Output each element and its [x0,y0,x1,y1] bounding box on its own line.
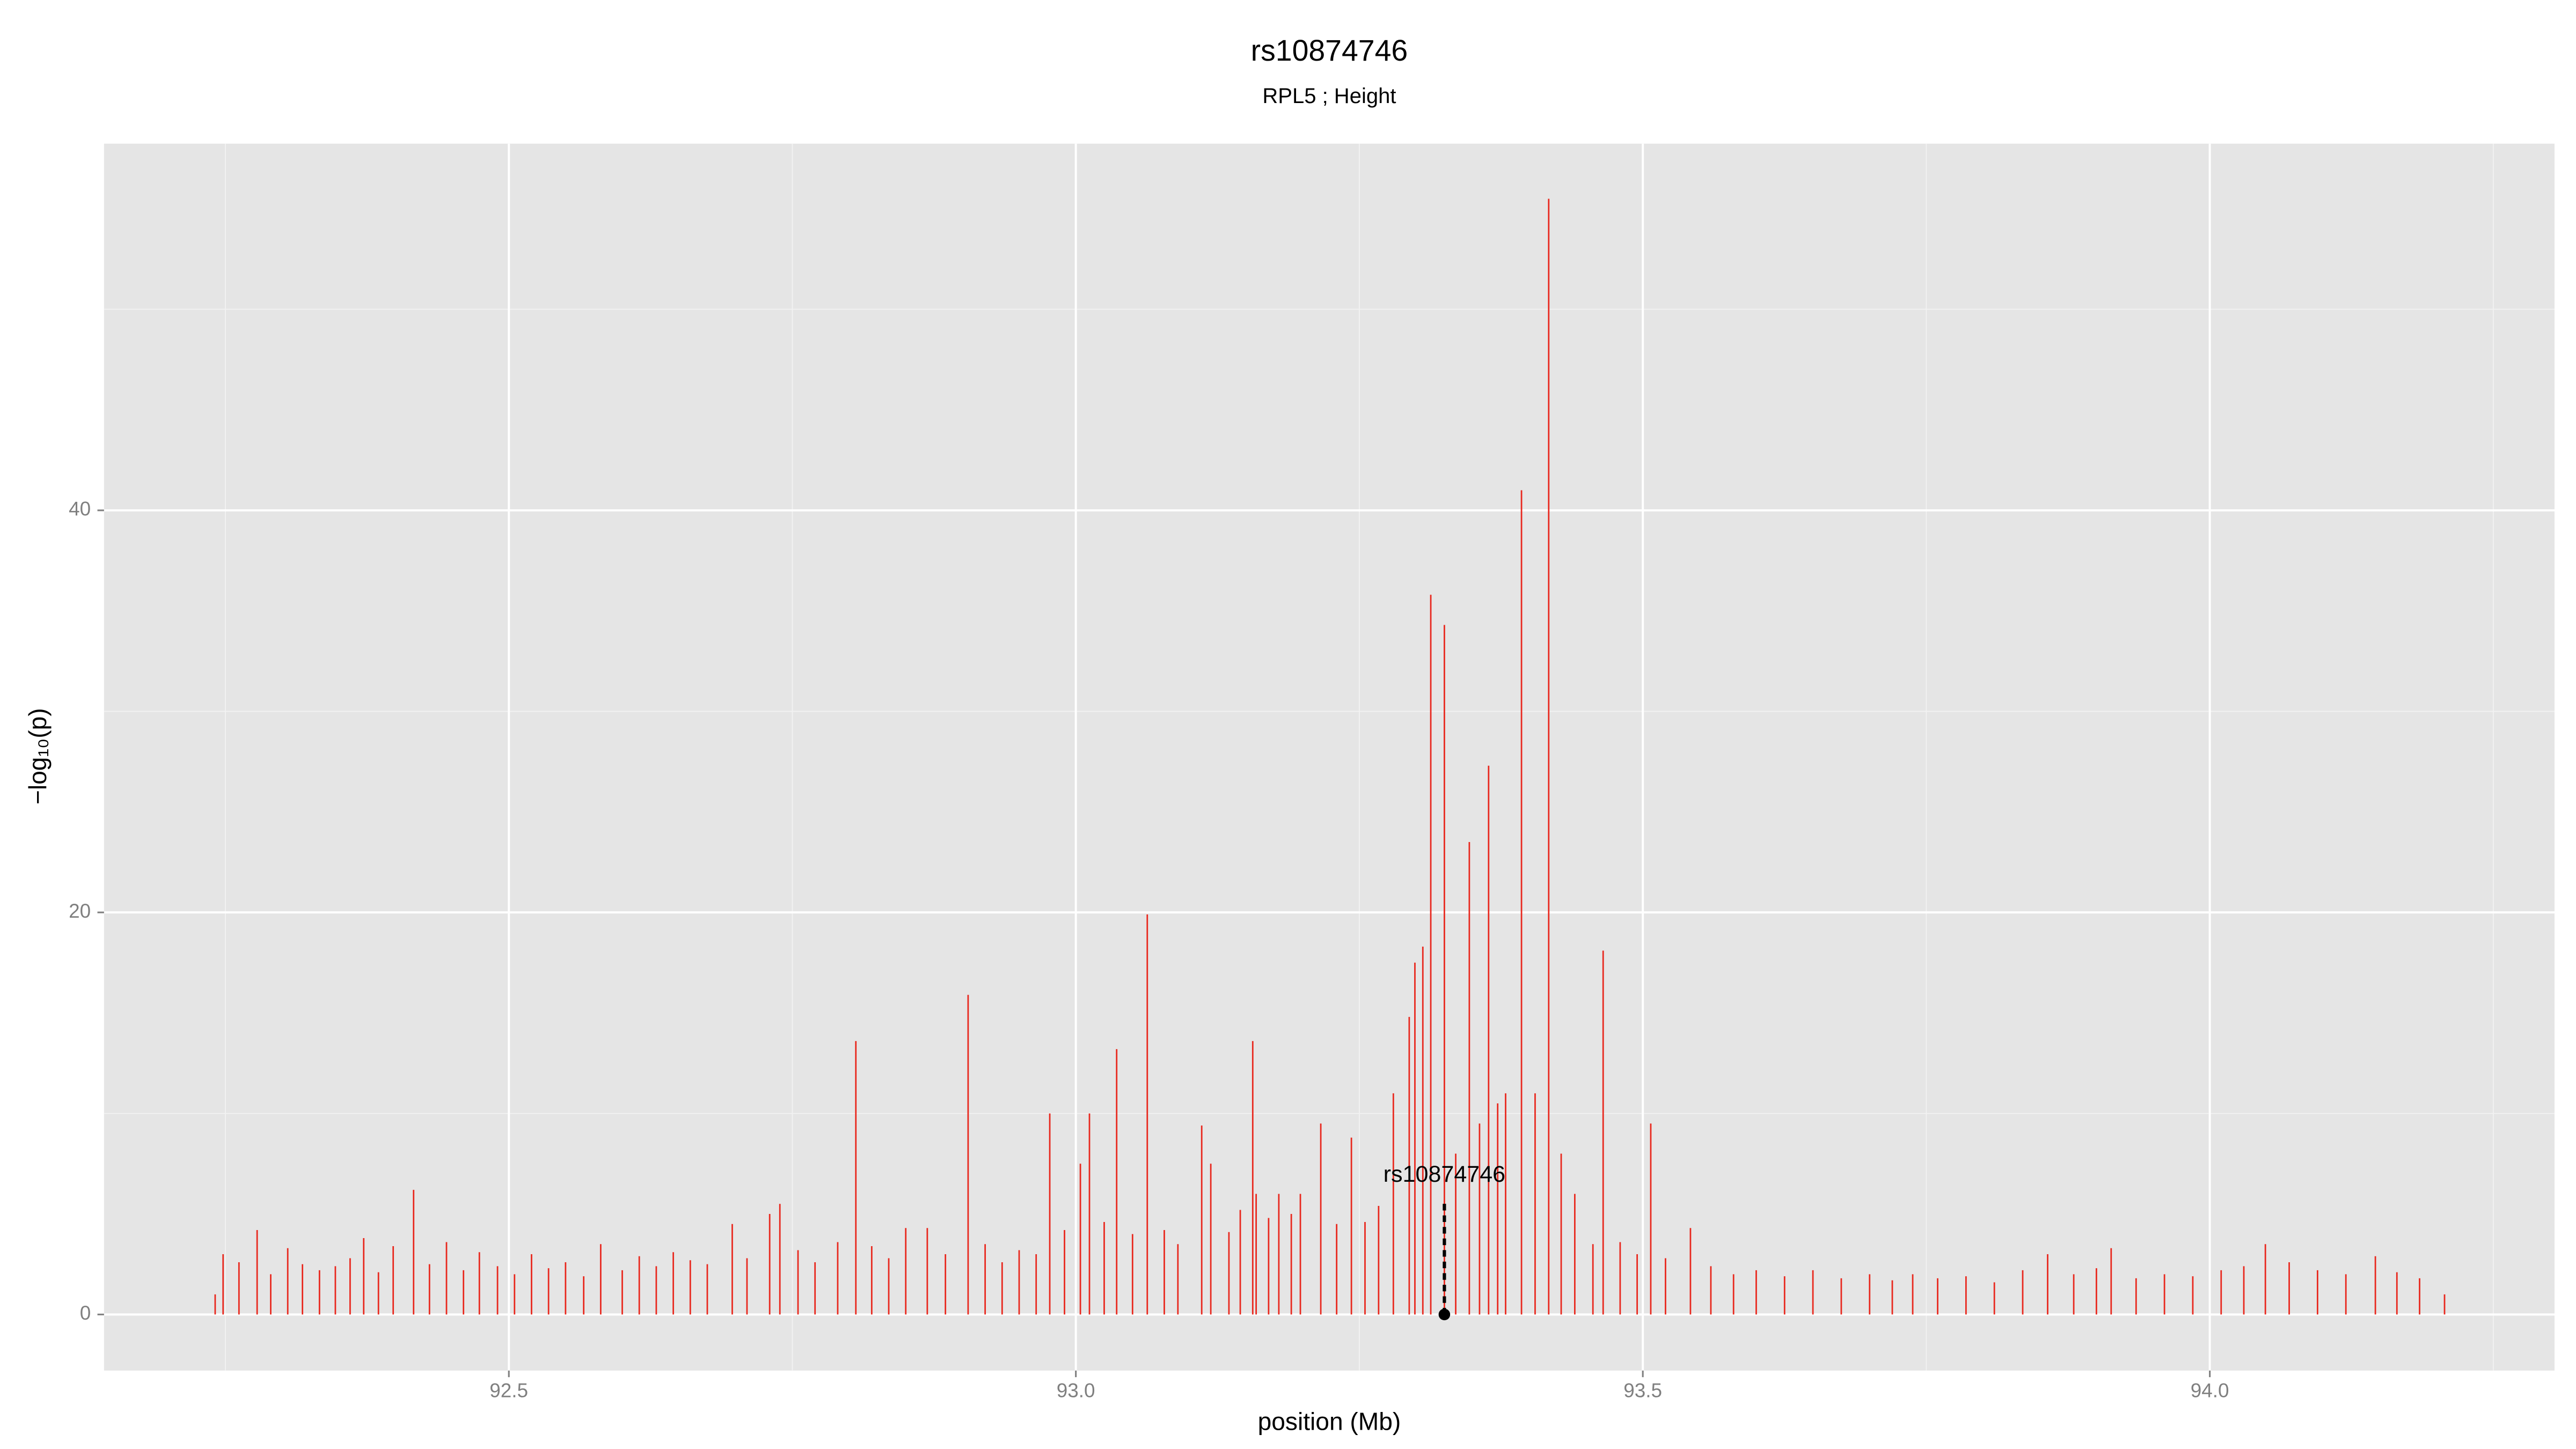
y-axis-label: −log₁₀(p) [24,708,52,804]
x-tick-label: 93.5 [1623,1380,1662,1402]
y-tick-label: 20 [69,900,91,922]
x-tick-label: 93.0 [1057,1380,1095,1402]
chart-subtitle: RPL5 ; Height [1262,84,1396,108]
y-tick-label: 0 [80,1302,91,1324]
x-tick-label: 94.0 [2191,1380,2229,1402]
highlight-label: rs10874746 [1384,1161,1505,1187]
chart-title: rs10874746 [1251,34,1408,67]
x-axis-label: position (Mb) [1258,1407,1401,1435]
y-tick-label: 40 [69,498,91,520]
highlight-point [1438,1308,1451,1321]
plot-panel [104,143,2555,1371]
x-tick-label: 92.5 [489,1380,528,1402]
